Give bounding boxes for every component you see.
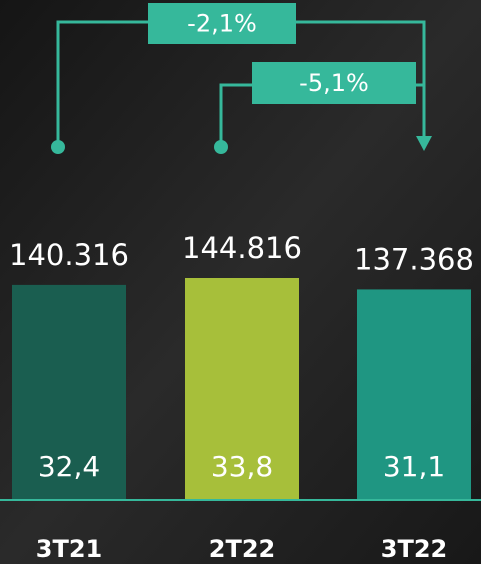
value-label: 144.816	[182, 231, 302, 265]
annotation-text: -2,1%	[187, 10, 257, 38]
bar	[357, 289, 471, 500]
inner-label: 31,1	[383, 450, 445, 483]
value-label: 140.316	[9, 238, 129, 272]
annotation-text: -5,1%	[299, 69, 369, 97]
bar	[12, 284, 126, 500]
inner-label: 32,4	[38, 450, 100, 483]
category-label: 3T21	[36, 535, 102, 563]
connector-dot	[214, 140, 228, 154]
arrow-head	[416, 136, 432, 151]
category-label: 2T22	[209, 535, 275, 563]
annotation-box	[148, 3, 296, 44]
value-label: 137.368	[354, 242, 474, 276]
category-label: 3T22	[381, 535, 447, 563]
annotation-box	[252, 62, 416, 104]
bar	[185, 278, 299, 500]
connector-dot	[51, 140, 65, 154]
inner-label: 33,8	[211, 450, 273, 483]
